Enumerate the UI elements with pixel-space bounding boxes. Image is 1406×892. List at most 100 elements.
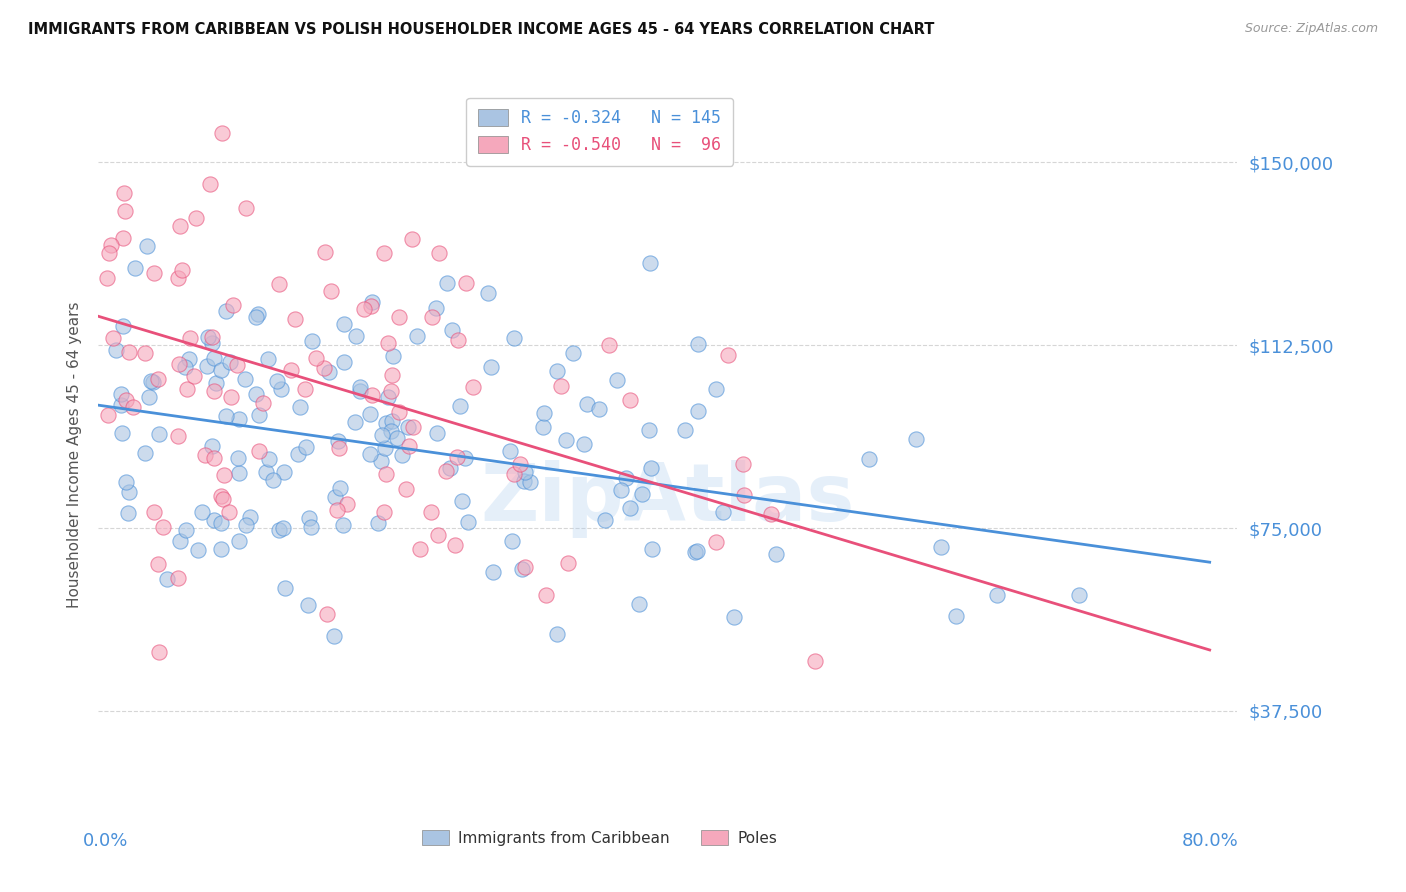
Point xyxy=(380,384,402,398)
Point xyxy=(374,417,396,431)
Point xyxy=(96,271,118,285)
Point xyxy=(326,434,349,448)
Point xyxy=(359,447,381,461)
Point xyxy=(761,508,783,522)
Point xyxy=(174,523,197,537)
Y-axis label: Householder Income Ages 45 - 64 years: Householder Income Ages 45 - 64 years xyxy=(66,301,82,608)
Point xyxy=(219,355,242,369)
Point xyxy=(148,426,170,441)
Point xyxy=(534,588,557,602)
Point xyxy=(187,543,209,558)
Point xyxy=(142,375,165,389)
Point xyxy=(381,414,404,428)
Point xyxy=(254,465,277,479)
Point xyxy=(118,345,141,359)
Point xyxy=(546,627,568,641)
Point xyxy=(270,382,292,396)
Point xyxy=(349,380,371,394)
Point xyxy=(572,437,595,451)
Point xyxy=(295,440,318,454)
Point xyxy=(502,467,524,481)
Point xyxy=(451,494,474,508)
Point xyxy=(139,374,162,388)
Point xyxy=(301,334,323,348)
Point xyxy=(344,329,367,343)
Point xyxy=(288,400,311,414)
Point xyxy=(717,348,740,362)
Point xyxy=(110,387,132,401)
Point xyxy=(610,483,633,498)
Point xyxy=(398,439,420,453)
Point xyxy=(359,407,381,421)
Point xyxy=(228,466,250,480)
Point xyxy=(239,509,262,524)
Point xyxy=(332,517,354,532)
Point xyxy=(380,424,402,438)
Point xyxy=(381,349,404,363)
Point xyxy=(298,510,321,524)
Point xyxy=(305,351,328,366)
Point xyxy=(733,488,755,502)
Point xyxy=(427,527,450,541)
Point xyxy=(225,359,247,373)
Point xyxy=(561,345,583,359)
Point xyxy=(209,516,232,530)
Point xyxy=(172,263,194,277)
Point xyxy=(202,351,225,365)
Point xyxy=(479,359,502,374)
Point xyxy=(267,523,290,537)
Point xyxy=(247,444,270,458)
Point xyxy=(166,271,188,285)
Point xyxy=(498,443,520,458)
Point xyxy=(426,426,449,441)
Point xyxy=(124,261,146,276)
Point xyxy=(343,415,366,429)
Point xyxy=(267,277,290,291)
Point xyxy=(103,331,125,345)
Point xyxy=(396,419,419,434)
Point xyxy=(391,448,413,462)
Point xyxy=(614,470,637,484)
Point xyxy=(219,390,242,404)
Text: ZipAtlas: ZipAtlas xyxy=(481,459,855,538)
Point xyxy=(198,178,221,192)
Point xyxy=(246,307,269,321)
Point xyxy=(454,451,477,466)
Point xyxy=(121,401,143,415)
Point xyxy=(858,452,880,467)
Point xyxy=(179,330,201,344)
Point xyxy=(377,335,399,350)
Point xyxy=(111,318,134,333)
Point xyxy=(156,572,179,586)
Point xyxy=(218,505,240,519)
Point xyxy=(503,331,526,345)
Point xyxy=(374,467,396,481)
Point xyxy=(184,211,207,226)
Point xyxy=(115,475,138,489)
Point xyxy=(195,359,218,374)
Point xyxy=(576,397,599,411)
Point xyxy=(519,475,541,489)
Point xyxy=(1069,588,1091,602)
Point xyxy=(177,352,200,367)
Point xyxy=(329,481,352,495)
Point xyxy=(319,285,342,299)
Point xyxy=(515,560,537,574)
Point xyxy=(214,409,236,424)
Point xyxy=(434,464,457,478)
Point xyxy=(252,396,274,410)
Point xyxy=(765,547,787,561)
Point xyxy=(111,231,134,245)
Point xyxy=(509,458,531,472)
Point xyxy=(297,599,319,613)
Point xyxy=(593,513,616,527)
Point xyxy=(547,364,569,378)
Point xyxy=(555,433,578,447)
Point xyxy=(510,562,533,576)
Point xyxy=(533,406,555,420)
Point xyxy=(209,489,232,503)
Point xyxy=(370,454,392,468)
Point xyxy=(112,186,135,200)
Point xyxy=(215,304,238,318)
Point xyxy=(202,384,225,398)
